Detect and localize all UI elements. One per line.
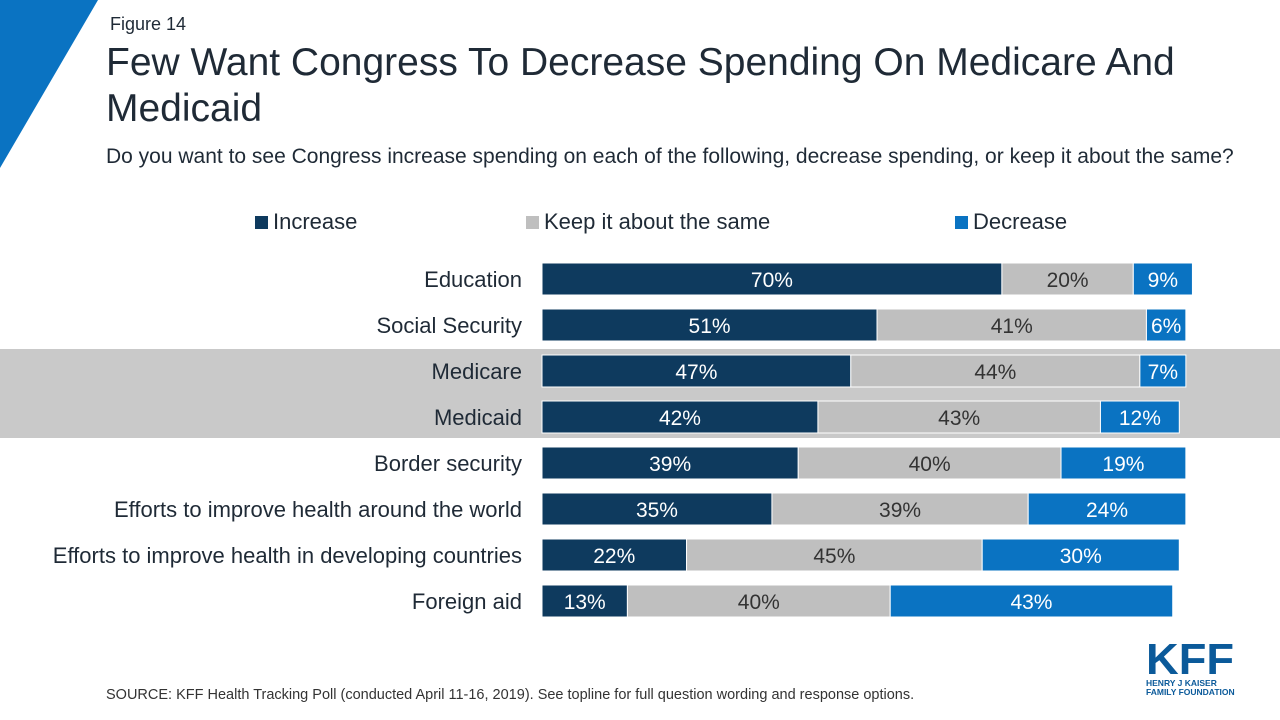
corner-accent [0, 0, 98, 168]
legend-swatch-increase [255, 215, 268, 229]
legend-swatch-same [526, 215, 539, 229]
bar-segment-decrease [889, 584, 1174, 618]
data-label-same: 20% [1047, 269, 1089, 292]
bar-row: Medicare 47% 44% 7% [432, 354, 1187, 388]
category-label: Medicaid [434, 405, 522, 430]
legend-label-decrease: Decrease [973, 209, 1068, 234]
data-label-decrease: 43% [1010, 591, 1052, 614]
bar-row: Education 70% 20% 9% [424, 262, 1193, 296]
bar-segment-increase [541, 538, 688, 572]
data-label-increase: 51% [689, 315, 731, 338]
data-label-same: 41% [991, 315, 1033, 338]
data-label-increase: 13% [564, 591, 606, 614]
data-label-same: 45% [813, 545, 855, 568]
source-note: SOURCE: KFF Health Tracking Poll (conduc… [106, 687, 915, 703]
bar-segment-increase [541, 446, 799, 480]
bar-row: Efforts to improve health in developing … [53, 538, 1180, 572]
data-label-increase: 70% [751, 269, 793, 292]
data-label-decrease: 30% [1060, 545, 1102, 568]
category-label: Medicare [432, 359, 522, 384]
data-label-decrease: 24% [1086, 499, 1128, 522]
figure-label: Figure 14 [110, 14, 187, 34]
bar-row: Efforts to improve health around the wor… [114, 492, 1187, 526]
bar-segment-decrease [1132, 262, 1193, 296]
chart-subtitle: Do you want to see Congress increase spe… [106, 145, 1234, 168]
bar-segment-increase [541, 584, 628, 618]
bar-segment-same [876, 308, 1147, 342]
category-label: Efforts to improve health around the wor… [114, 497, 522, 522]
bar-segment-increase [541, 308, 878, 342]
bar-segment-decrease [1027, 492, 1187, 526]
bar-segment-decrease [1139, 354, 1187, 388]
chart-title: Few Want Congress To Decrease Spending O… [106, 41, 1175, 130]
category-label: Education [424, 267, 522, 292]
bar-segment-increase [541, 354, 852, 388]
logo-mark: KFF [1146, 635, 1234, 684]
data-label-decrease: 19% [1102, 453, 1144, 476]
data-label-increase: 22% [593, 545, 635, 568]
legend-label-same: Keep it about the same [544, 209, 771, 234]
bar-segment-decrease [1060, 446, 1187, 480]
category-label: Foreign aid [412, 589, 522, 614]
data-label-same: 44% [974, 361, 1016, 384]
bar-segment-increase [541, 492, 773, 526]
legend-label-increase: Increase [273, 209, 358, 234]
data-label-increase: 42% [659, 407, 701, 430]
bar-segment-same [850, 354, 1141, 388]
data-label-increase: 39% [649, 453, 691, 476]
bar-segment-same [1001, 262, 1134, 296]
legend-item-decrease: Decrease [955, 208, 1067, 236]
bar-row: Social Security 51% 41% 6% [376, 308, 1187, 342]
chart-legend: Increase Keep it about the same Decrease [0, 208, 1280, 238]
bar-segment-decrease [1099, 400, 1180, 434]
category-label: Efforts to improve health in developing … [53, 543, 522, 568]
bar-segment-same [626, 584, 891, 618]
category-label: Border security [374, 451, 522, 476]
bar-row: Border security 39% 40% 19% [374, 446, 1187, 480]
data-label-decrease: 6% [1151, 315, 1181, 338]
bar-segment-increase [541, 262, 1003, 296]
data-label-decrease: 7% [1148, 361, 1178, 384]
legend-item-same: Keep it about the same [526, 208, 770, 236]
bar-row: Foreign aid 13% 40% 43% [412, 584, 1174, 618]
data-label-same: 43% [938, 407, 980, 430]
logo-line2: FAMILY FOUNDATION [1146, 687, 1235, 696]
data-label-same: 40% [738, 591, 780, 614]
data-label-same: 40% [909, 453, 951, 476]
bar-row: Medicaid 42% 43% 12% [434, 400, 1180, 434]
logo-line1: HENRY J KAISER [1146, 678, 1217, 688]
data-label-increase: 47% [675, 361, 717, 384]
legend-swatch-decrease [955, 215, 968, 229]
bar-segment-decrease [981, 538, 1180, 572]
data-label-increase: 35% [636, 499, 678, 522]
category-label: Social Security [376, 313, 522, 338]
bar-segment-decrease [1145, 308, 1187, 342]
kff-logo: KFF HENRY J KAISER FAMILY FOUNDATION [1146, 635, 1235, 696]
data-label-same: 39% [879, 499, 921, 522]
stacked-bar-chart: Education 70% 20% 9% Social Security 51% 41% 6%… [53, 262, 1193, 618]
data-label-decrease: 9% [1148, 269, 1178, 292]
data-label-decrease: 12% [1119, 407, 1161, 430]
legend-item-increase: Increase [255, 208, 357, 236]
